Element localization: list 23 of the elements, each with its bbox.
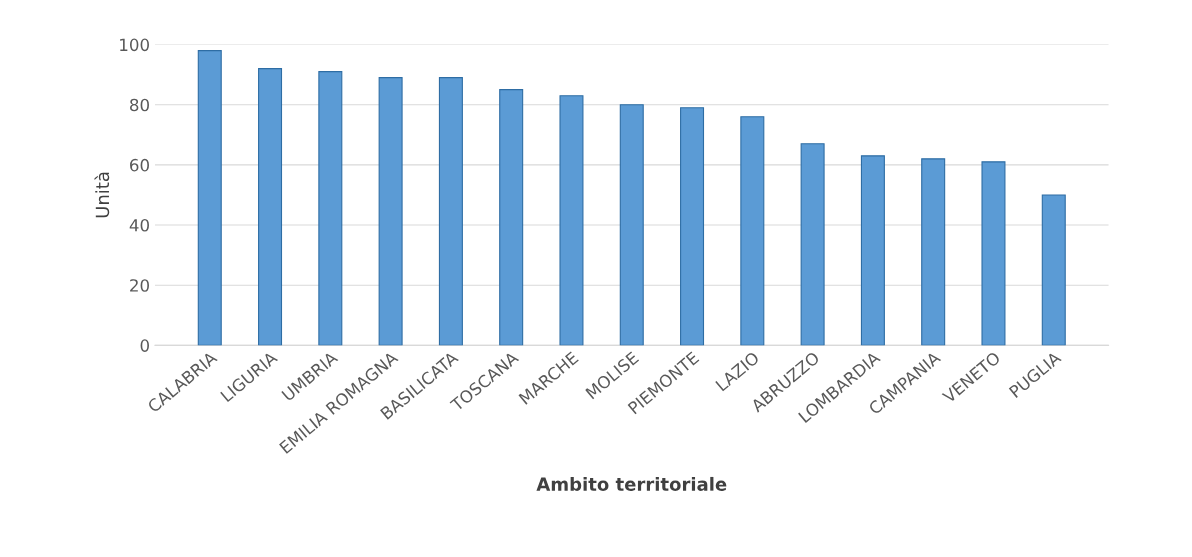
bar bbox=[1041, 194, 1066, 346]
bar bbox=[860, 155, 885, 346]
bar bbox=[499, 89, 524, 346]
y-tick-label: 100 bbox=[120, 38, 149, 52]
bar bbox=[981, 161, 1006, 346]
y-axis-title: Unità bbox=[94, 172, 110, 218]
bar bbox=[318, 71, 343, 346]
bar bbox=[378, 77, 403, 346]
bar bbox=[438, 77, 463, 346]
bar bbox=[680, 107, 705, 346]
y-tick-label: 40 bbox=[129, 218, 149, 232]
x-axis-title: Ambito territoriale bbox=[536, 476, 727, 491]
bar bbox=[740, 116, 765, 346]
bar bbox=[258, 68, 283, 346]
bar bbox=[619, 104, 644, 346]
bar bbox=[921, 158, 946, 346]
y-tick-label: 20 bbox=[130, 279, 149, 292]
y-tick-label: 80 bbox=[130, 98, 149, 112]
bar bbox=[197, 50, 222, 346]
y-tick-label: 0 bbox=[140, 339, 149, 352]
bar bbox=[800, 143, 825, 346]
bar bbox=[559, 95, 584, 346]
y-tick-label: 60 bbox=[130, 158, 149, 172]
